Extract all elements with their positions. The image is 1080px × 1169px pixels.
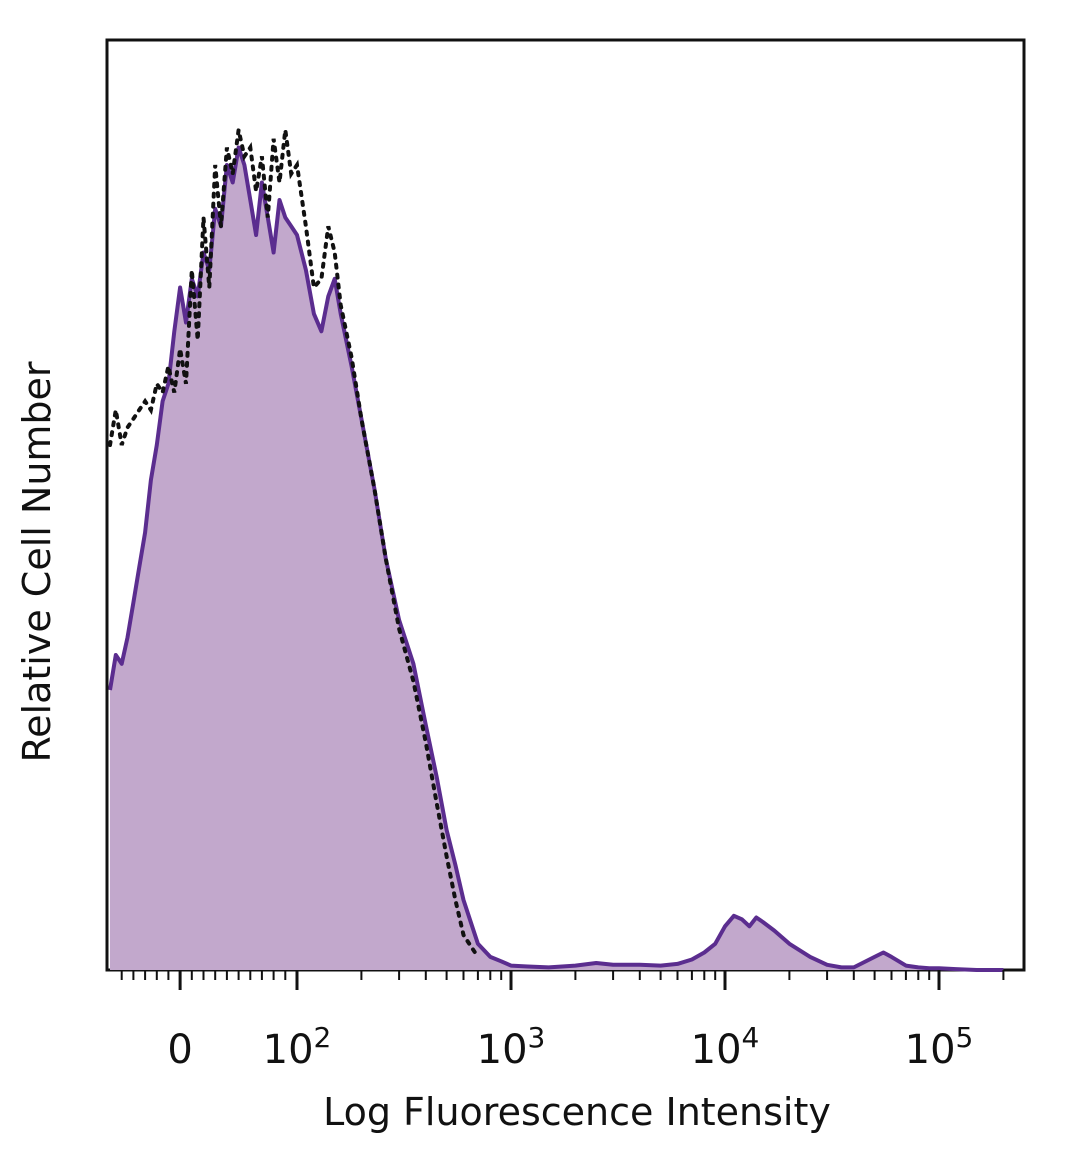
x-tick-label: 105 xyxy=(905,1021,974,1073)
y-axis-title: Relative Cell Number xyxy=(15,361,59,762)
histogram-control-dotted-line xyxy=(108,129,480,959)
x-axis-ticks xyxy=(120,970,1005,990)
series-layer xyxy=(105,40,1004,972)
x-tick-label: 0 xyxy=(167,1027,192,1073)
histogram-filled-area xyxy=(110,147,1004,970)
x-tick-label: 102 xyxy=(263,1021,332,1073)
x-axis-tick-labels: 0 102 103 104 105 xyxy=(167,1021,973,1073)
x-axis-title: Log Fluorescence Intensity xyxy=(323,1090,831,1134)
x-tick-label: 104 xyxy=(691,1021,760,1073)
x-tick-label: 103 xyxy=(477,1021,546,1073)
